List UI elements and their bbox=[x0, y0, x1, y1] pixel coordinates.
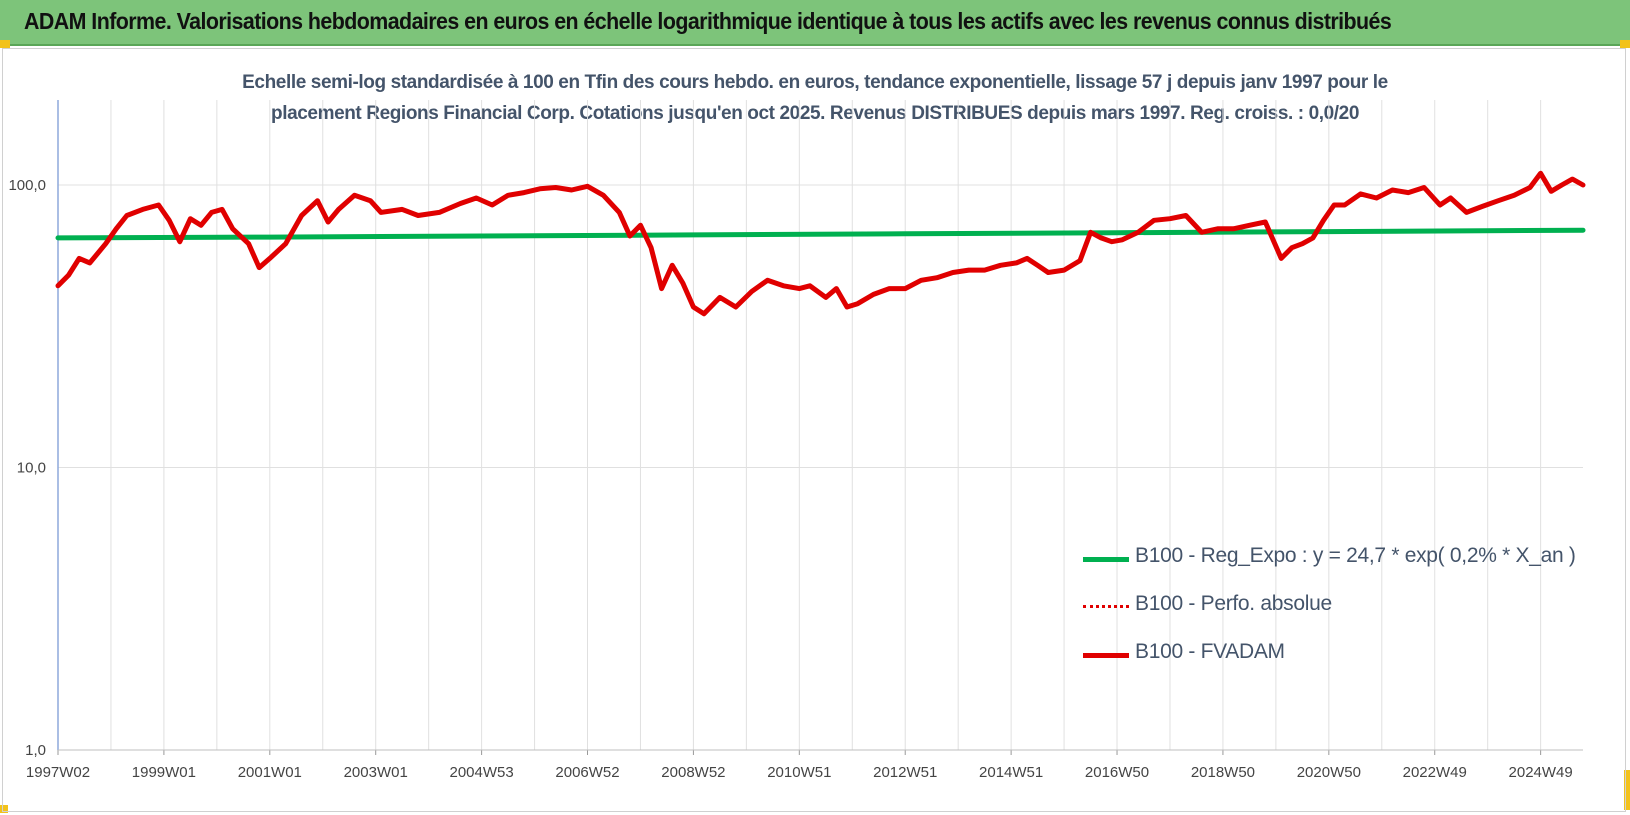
legend-swatch-fvadam bbox=[1083, 653, 1129, 658]
corner-marker-top-right bbox=[1620, 40, 1630, 48]
legend-label-reg-expo: B100 - Reg_Expo : y = 24,7 * exp( 0,2% *… bbox=[1135, 544, 1576, 567]
y-tick-label: 10,0 bbox=[17, 460, 46, 477]
x-tick-label: 2020W50 bbox=[1297, 764, 1361, 781]
x-tick-label: 2016W50 bbox=[1085, 764, 1149, 781]
header-banner: ADAM Informe. Valorisations hebdomadaire… bbox=[0, 0, 1630, 46]
x-tick-label: 2004W53 bbox=[450, 764, 514, 781]
legend-label-fvadam: B100 - FVADAM bbox=[1135, 640, 1285, 663]
x-tick-label: 2008W52 bbox=[661, 764, 725, 781]
corner-marker-top-left bbox=[0, 40, 10, 48]
series-layer bbox=[55, 170, 1586, 317]
tick-label-layer: 1,0 10,0 100,0 1997W02 1999W01 2001W01 2003W01… bbox=[8, 177, 1572, 781]
chart-title-line-2: placement Regions Financial Corp. Cotati… bbox=[270, 103, 1359, 124]
legend-swatch-reg-expo bbox=[1083, 557, 1129, 562]
y-tick-label: 1,0 bbox=[25, 742, 46, 759]
x-tick-label: 2014W51 bbox=[979, 764, 1043, 781]
x-tick-label: 2006W52 bbox=[555, 764, 619, 781]
y-tick-label: 100,0 bbox=[8, 177, 46, 194]
corner-marker-bottom-right bbox=[1624, 770, 1630, 810]
x-tick-label: 2018W50 bbox=[1191, 764, 1255, 781]
legend-label-perfo-absolue: B100 - Perfo. absolue bbox=[1135, 592, 1332, 615]
x-tick-label: 2022W49 bbox=[1403, 764, 1467, 781]
x-tick-label: 2003W01 bbox=[344, 764, 408, 781]
series-fvadam-line bbox=[55, 170, 1586, 317]
x-tick-label: 2012W51 bbox=[873, 764, 937, 781]
x-tick-label: 2010W51 bbox=[767, 764, 831, 781]
x-tick-label: 1999W01 bbox=[132, 764, 196, 781]
x-tick-label: 2001W01 bbox=[238, 764, 302, 781]
legend-swatch-perfo-absolue bbox=[1083, 605, 1129, 608]
corner-marker-bottom-left bbox=[0, 805, 8, 813]
axis-layer bbox=[57, 100, 1583, 755]
x-tick-label: 2024W49 bbox=[1509, 764, 1573, 781]
chart-title-line-1: Echelle semi-log standardisée à 100 en T… bbox=[242, 72, 1388, 93]
page-title: ADAM Informe. Valorisations hebdomadaire… bbox=[24, 8, 1392, 34]
series-reg-expo-line bbox=[55, 227, 1586, 241]
x-tick-label: 1997W02 bbox=[26, 764, 90, 781]
